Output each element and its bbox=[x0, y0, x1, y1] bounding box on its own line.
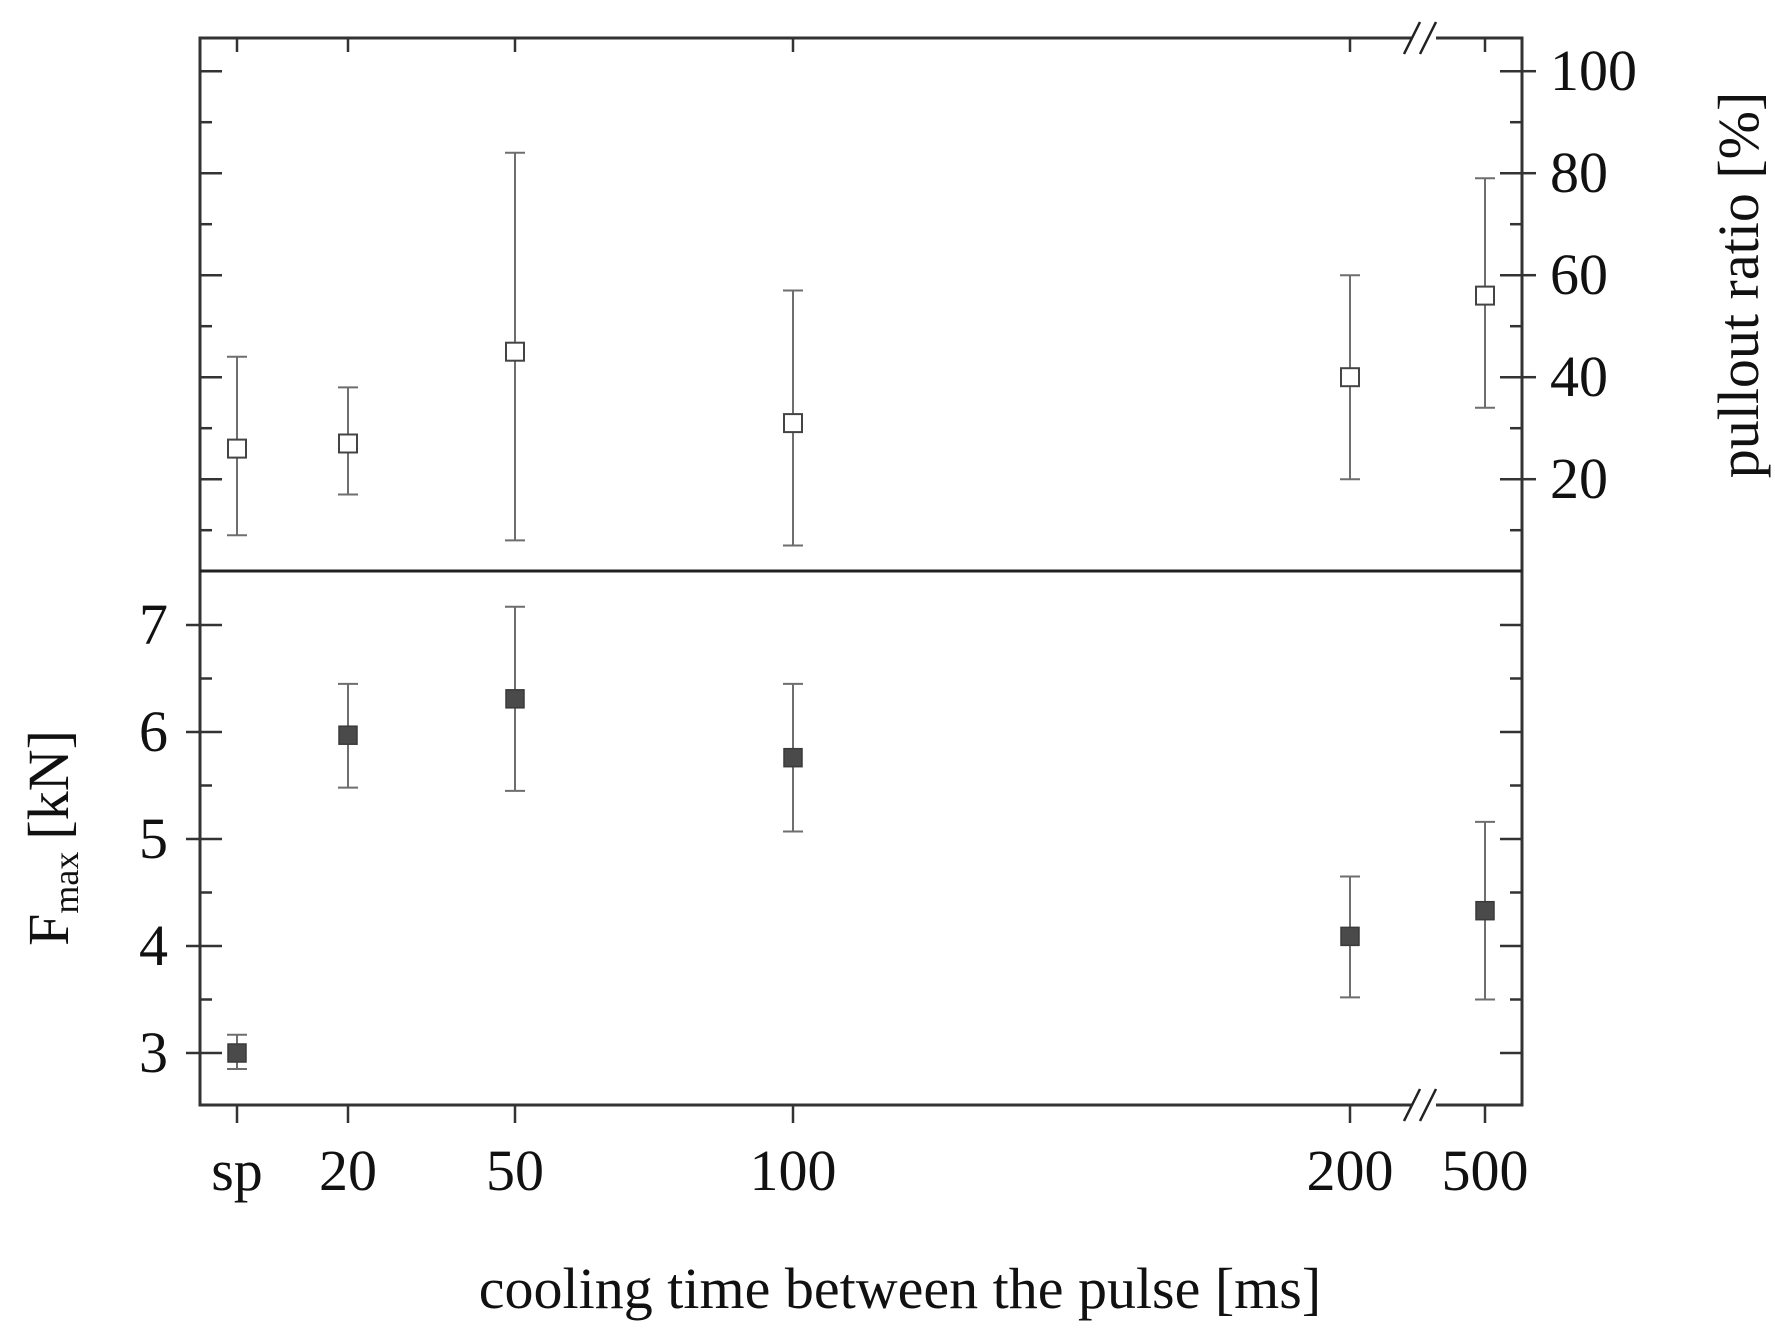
pullout-ratio-marker bbox=[338, 433, 358, 454]
bottom-y-tick-label: 7 bbox=[139, 592, 168, 657]
top-panel-ticks: 20 40 60 80 100 bbox=[200, 38, 1637, 532]
axis-break-slash-top bbox=[1402, 21, 1422, 55]
pullout-ratio-marker bbox=[505, 341, 525, 362]
x-axis-ticks: sp 20 50 100 200 500 bbox=[211, 38, 1529, 1203]
top-y-tick-label: 40 bbox=[1550, 344, 1608, 409]
axis-break-slash-bottom bbox=[1418, 1088, 1438, 1122]
pullout-ratio-marker bbox=[1340, 367, 1360, 388]
top-y-tick-label: 100 bbox=[1550, 38, 1637, 103]
bottom-panel-ticks: 3 4 5 6 7 bbox=[139, 592, 1522, 1085]
top-y-tick-label: 60 bbox=[1550, 242, 1608, 307]
x-tick-label: sp bbox=[211, 1138, 263, 1203]
bottom-y-tick-label: 3 bbox=[139, 1020, 168, 1085]
top-series-pullout-ratio bbox=[227, 151, 1495, 547]
x-tick-label: 50 bbox=[486, 1138, 544, 1203]
x-tick-label: 20 bbox=[319, 1138, 377, 1203]
fmax-marker bbox=[227, 1043, 247, 1063]
fmax-marker bbox=[1475, 900, 1495, 921]
bottom-y-tick-label: 6 bbox=[139, 699, 168, 764]
fmax-marker bbox=[338, 725, 358, 745]
top-y-tick-label: 80 bbox=[1550, 140, 1608, 205]
axis-break-slash-bottom bbox=[1402, 1088, 1422, 1122]
y-title-unit: [kN] bbox=[16, 730, 81, 840]
fmax-marker bbox=[505, 689, 525, 709]
top-y-tick-label: 20 bbox=[1550, 446, 1608, 511]
axis-break-marks bbox=[1402, 21, 1438, 1122]
pullout-ratio-marker bbox=[1475, 285, 1495, 306]
y-title-subscript: max bbox=[46, 852, 86, 914]
fmax-marker bbox=[1340, 926, 1360, 947]
top-y-axis-title: pullout ratio [%] bbox=[1706, 92, 1771, 479]
bottom-y-tick-label: 4 bbox=[139, 913, 168, 978]
fmax-marker bbox=[783, 747, 803, 768]
x-axis-title: cooling time between the pulse [ms] bbox=[479, 1256, 1321, 1321]
pullout-ratio-marker bbox=[783, 413, 803, 434]
pullout-ratio-marker bbox=[227, 438, 247, 459]
axis-break-slash-top bbox=[1418, 21, 1438, 55]
x-tick-label: 500 bbox=[1442, 1138, 1529, 1203]
x-tick-label: 200 bbox=[1307, 1138, 1394, 1203]
bottom-series-fmax bbox=[227, 605, 1495, 1071]
bottom-y-tick-label: 5 bbox=[139, 806, 168, 871]
x-tick-label: 100 bbox=[750, 1138, 837, 1203]
bottom-y-axis-title: Fmax [kN] bbox=[16, 730, 86, 946]
y-title-main: F bbox=[16, 914, 81, 946]
